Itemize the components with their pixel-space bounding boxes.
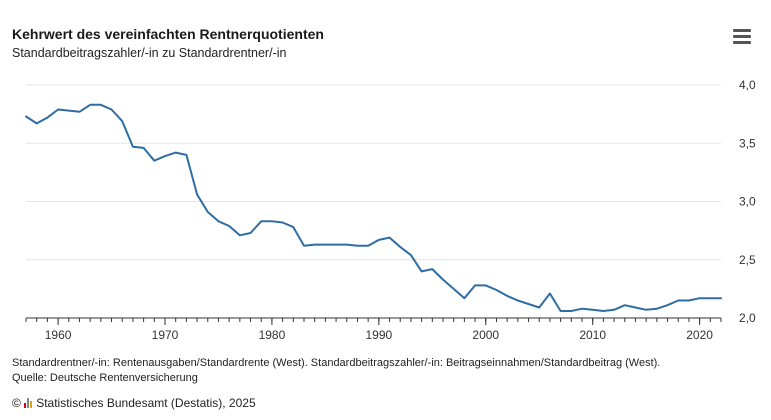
chart-title: Kehrwert des vereinfachten Rentnerquotie… [12,26,324,42]
y-axis: 2,0 2,5 3,0 3,5 4,0 [739,78,756,325]
y-tick-label: 4,0 [739,78,756,92]
y-tick-label: 2,0 [739,311,756,325]
gridlines [26,84,721,261]
x-axis: 1960 1970 1980 1990 2000 2010 2020 [25,317,722,342]
x-tick-label: 2000 [472,328,499,342]
x-tick-label: 2010 [579,328,606,342]
copyright-symbol: © [12,396,25,410]
series-line [25,103,722,312]
y-tick-label: 3,5 [739,136,756,150]
footer-text: Statistisches Bundesamt (Destatis), 2025 [36,396,256,410]
destatis-logo-icon [24,398,33,408]
line-chart: 1960 1970 1980 1990 2000 2010 2020 2,0 2,5 3,0 3,… [25,78,756,342]
series-layer [25,103,722,312]
y-tick-label: 3,0 [739,195,756,209]
x-tick-label: 2020 [686,328,713,342]
hamburger-menu-icon[interactable] [733,29,751,45]
x-tick-label: 1980 [259,328,286,342]
x-tick-label: 1970 [152,328,179,342]
x-tick-label: 1960 [45,328,72,342]
chart-subtitle: Standardbeitragszahler/-in zu Standardre… [12,46,287,60]
x-tick-label: 1990 [365,328,392,342]
y-tick-label: 2,5 [739,253,756,267]
footer: © Statistisches Bundesamt (Destatis), 20… [12,396,256,410]
footnote-definitions: Standardrentner/-in: Rentenausgaben/Stan… [12,357,661,369]
footnote-source: Quelle: Deutsche Rentenversicherung [12,372,198,384]
